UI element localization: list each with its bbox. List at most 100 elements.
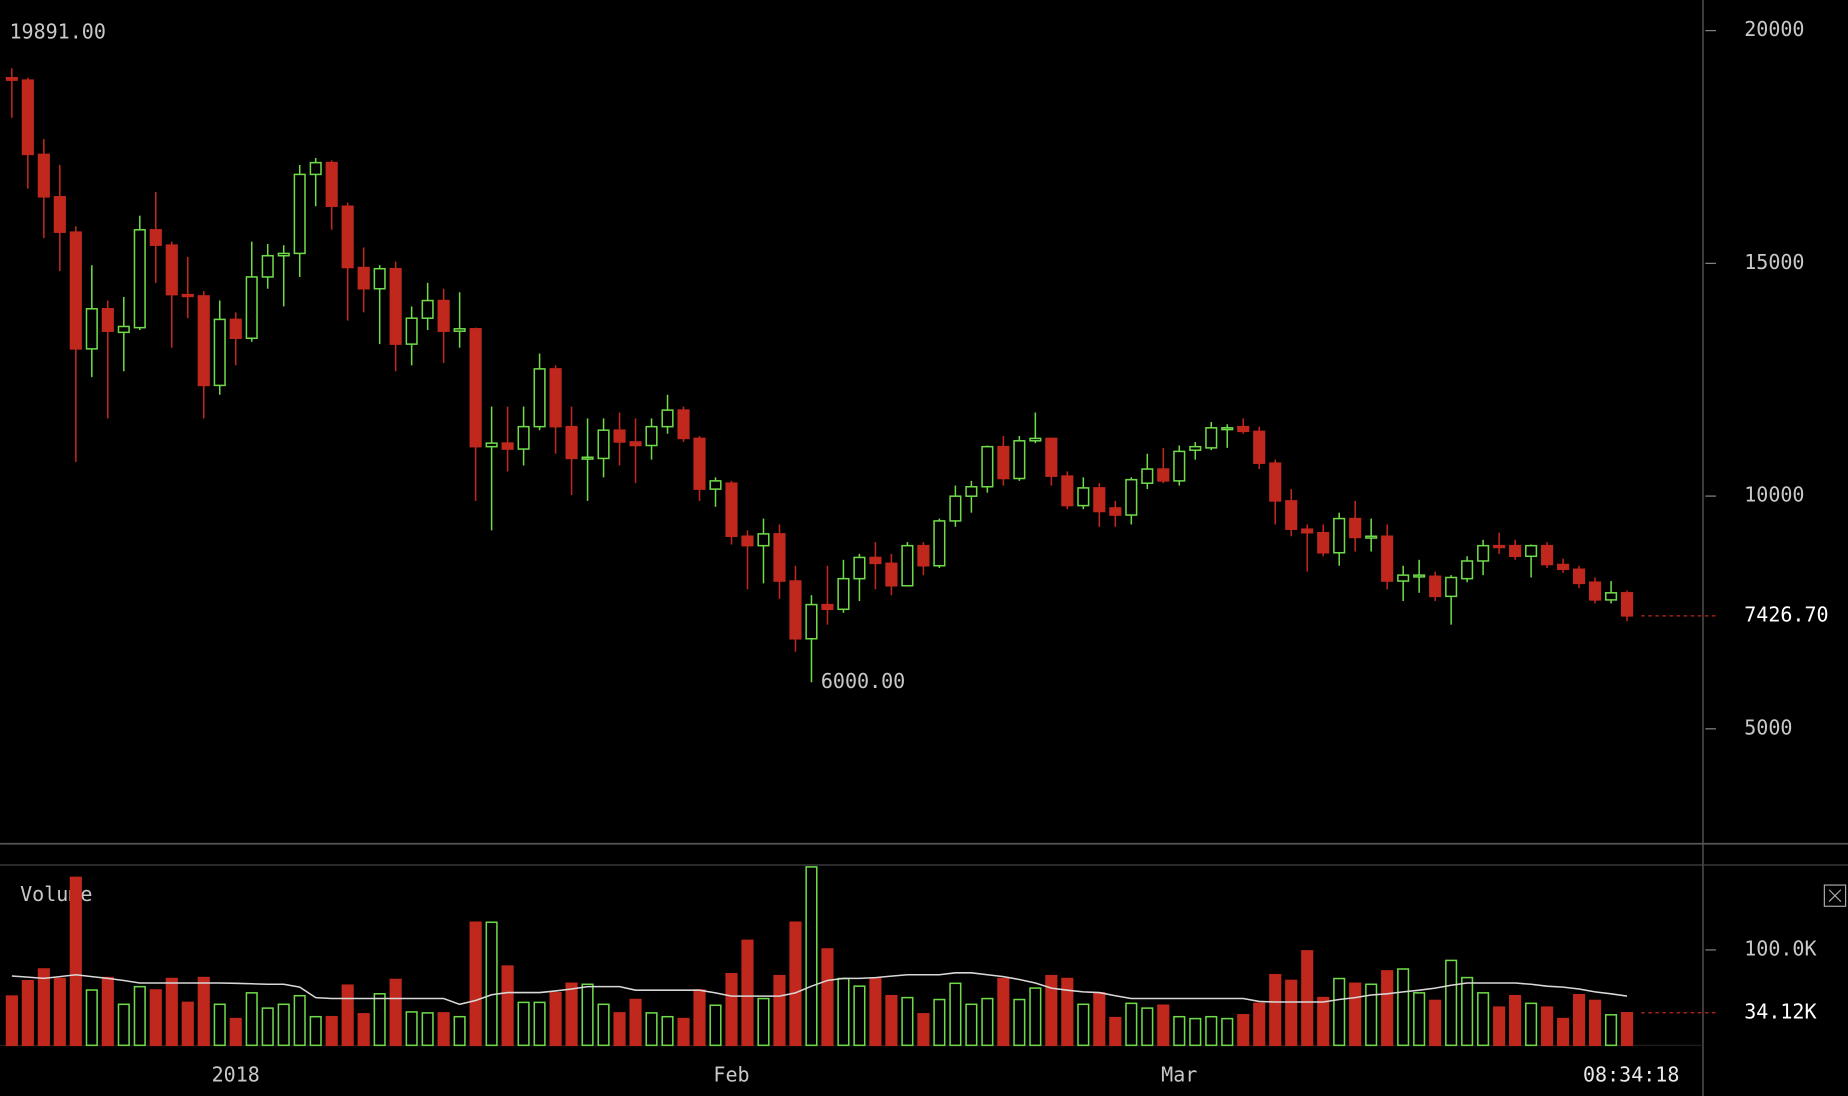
- candle-body: [757, 533, 770, 547]
- volume-bar: [1285, 979, 1298, 1047]
- volume-bar: [1333, 977, 1346, 1047]
- volume-bar: [1365, 983, 1378, 1047]
- volume-bar: [437, 1012, 450, 1047]
- volume-bar: [1269, 973, 1282, 1047]
- candle-body: [21, 79, 34, 156]
- candle-body: [1189, 445, 1202, 451]
- candle-body: [357, 266, 370, 290]
- volume-bar: [981, 997, 994, 1047]
- high-label: 19891.00: [9, 19, 105, 43]
- candle-body: [1413, 574, 1426, 578]
- candle-body: [229, 318, 242, 340]
- volume-bar: [1429, 999, 1442, 1047]
- volume-bar: [661, 1015, 674, 1047]
- volume-bar: [165, 977, 178, 1047]
- volume-bar: [581, 983, 594, 1047]
- candle-body: [1445, 576, 1458, 598]
- candle-body: [949, 495, 962, 522]
- volume-bar: [1029, 987, 1042, 1047]
- volume-bar: [197, 976, 210, 1047]
- volume-bar: [773, 974, 786, 1047]
- volume-bar: [885, 994, 898, 1047]
- volume-bar: [565, 982, 578, 1047]
- candle-body: [1141, 468, 1154, 484]
- candle-body: [1493, 544, 1506, 549]
- candle-body: [1173, 450, 1186, 482]
- candle-body: [117, 325, 130, 334]
- volume-bar: [453, 1015, 466, 1047]
- y-tick-label: 5000: [1744, 715, 1792, 739]
- candle-body: [133, 229, 146, 329]
- volume-bar: [1445, 959, 1458, 1047]
- volume-bar: [1125, 1002, 1138, 1047]
- close-box[interactable]: [1823, 884, 1847, 907]
- volume-bar: [341, 984, 354, 1047]
- candle-body: [1381, 535, 1394, 582]
- candle-body: [1541, 544, 1554, 566]
- candle-body: [1253, 430, 1266, 464]
- volume-bar: [501, 965, 514, 1047]
- candle-body: [1509, 544, 1522, 558]
- volume-bar: [229, 1017, 242, 1047]
- x-tick-label: Mar: [1161, 1062, 1197, 1086]
- volume-bar: [1573, 993, 1586, 1047]
- candle-body: [933, 520, 946, 567]
- volume-bar: [69, 876, 82, 1047]
- y-tick-label: 15000: [1744, 250, 1804, 274]
- volume-bar: [709, 1004, 722, 1047]
- last-price-label: 7426.70: [1744, 602, 1828, 626]
- volume-bar: [37, 968, 50, 1047]
- y-tick-label: 20000: [1744, 17, 1804, 41]
- volume-bar: [821, 948, 834, 1047]
- volume-bar: [1205, 1015, 1218, 1047]
- volume-ma-line: [11, 972, 1628, 1006]
- close-icon[interactable]: [1828, 889, 1842, 902]
- candle-body: [1013, 440, 1026, 480]
- volume-bar: [277, 1003, 290, 1047]
- candle-body: [1429, 575, 1442, 598]
- candle-body: [1620, 592, 1634, 617]
- candle-body: [453, 328, 466, 332]
- volume-bar: [133, 985, 146, 1047]
- candle-body: [645, 425, 658, 447]
- candle-body: [1557, 563, 1570, 571]
- volume-bar: [357, 1013, 370, 1047]
- candle-body: [373, 267, 386, 290]
- candle-body: [741, 535, 754, 547]
- candle-body: [693, 437, 706, 490]
- volume-bar: [1381, 970, 1394, 1047]
- candle-body: [1205, 427, 1218, 449]
- candle-body: [533, 368, 546, 428]
- candle-body: [1061, 475, 1074, 507]
- volume-bar: [677, 1017, 690, 1047]
- candle-body: [293, 173, 306, 255]
- candle-body: [981, 445, 994, 488]
- candle-body: [901, 544, 914, 587]
- candle-body: [1477, 544, 1490, 562]
- candle-body: [277, 252, 290, 257]
- volume-bar: [613, 1012, 626, 1047]
- candle-body: [213, 318, 226, 387]
- volume-bar: [517, 1001, 530, 1047]
- volume-bar: [949, 982, 962, 1047]
- volume-bar: [1317, 996, 1330, 1047]
- candle-body: [1269, 462, 1282, 502]
- x-tick-label: Feb: [713, 1062, 749, 1086]
- volume-bar: [917, 1013, 930, 1047]
- volume-bar: [549, 992, 562, 1047]
- candle-body: [1077, 487, 1090, 507]
- volume-bar: [645, 1012, 658, 1047]
- candle-body: [1573, 568, 1586, 585]
- candle-body: [1237, 425, 1250, 433]
- candle-body: [1301, 528, 1314, 534]
- close-button[interactable]: [1823, 884, 1847, 907]
- volume-bar: [1045, 974, 1058, 1047]
- volume-bar: [853, 985, 866, 1047]
- candle-body: [501, 442, 514, 450]
- candle-body: [1317, 531, 1330, 554]
- volume-bar: [21, 979, 34, 1047]
- volume-bar: [1509, 994, 1522, 1047]
- candle-body: [1461, 560, 1474, 580]
- volume-bar: [5, 995, 18, 1047]
- candle-body: [1029, 437, 1042, 442]
